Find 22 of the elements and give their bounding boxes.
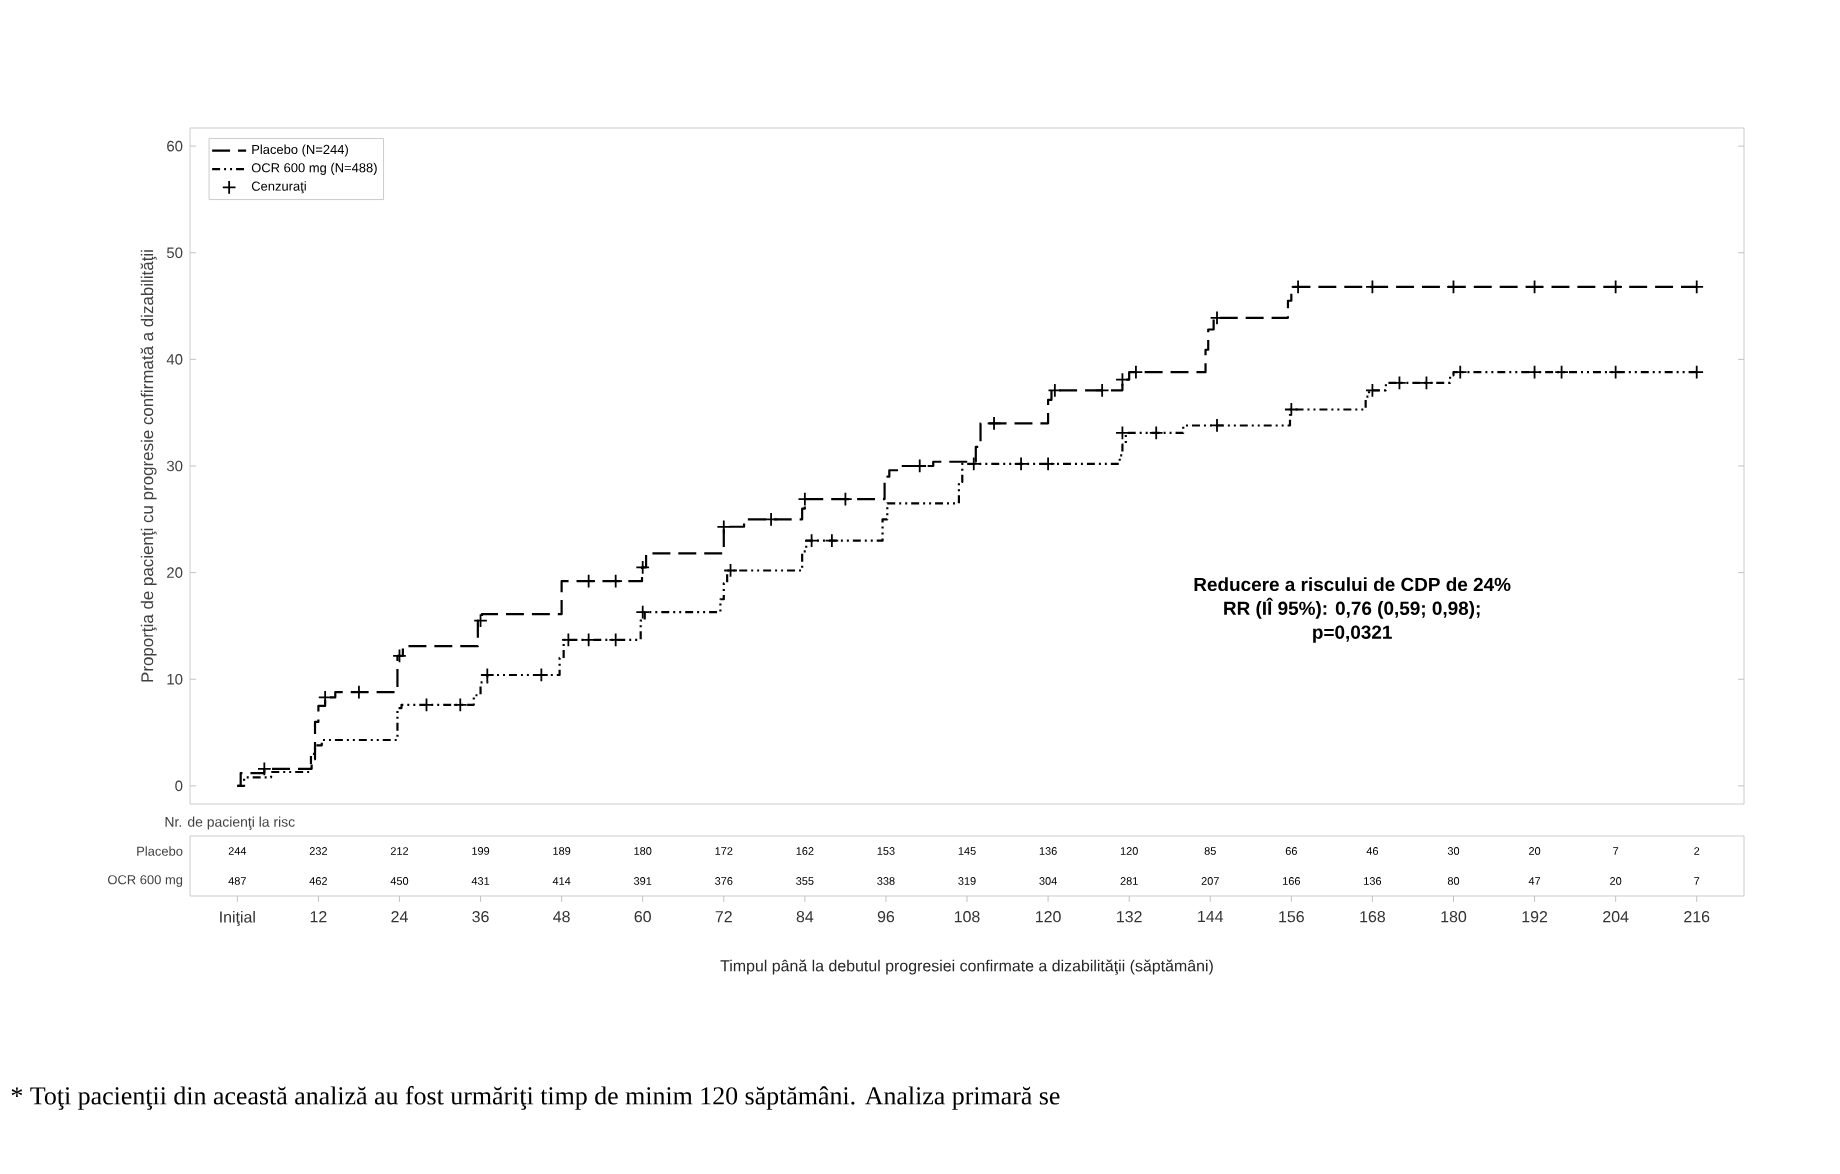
- text: * Toţi pacienţii din această analiză au fost urmăriţi timp de minim 120 săptămâni. Analiza primară se: [11, 1086, 1060, 1110]
- point: [1149, 426, 1163, 440]
- point: [636, 605, 650, 619]
- point: [257, 762, 271, 776]
- point: [1095, 383, 1109, 397]
- point: [805, 534, 818, 548]
- y-axis-title: Proporţia de pacienţi cu progresie confirmată a dizabilităţii: [140, 250, 157, 682]
- point: [967, 457, 981, 471]
- annotation: RR (IÎ 95%): 0,76 (0,59; 0,98);: [1224, 597, 1480, 619]
- point: [825, 534, 839, 548]
- point: [764, 512, 778, 526]
- point: [582, 633, 596, 647]
- point: [717, 520, 731, 534]
- annotation: Reducere a riscului de CDP de 24%: [1194, 577, 1511, 592]
- point: [480, 668, 494, 682]
- point: [987, 416, 1001, 430]
- point: [1014, 457, 1028, 471]
- point: [318, 690, 332, 704]
- point: [453, 698, 467, 712]
- annotation: p=0,0321: [1313, 625, 1392, 643]
- point: [636, 560, 650, 574]
- point: [1048, 383, 1062, 397]
